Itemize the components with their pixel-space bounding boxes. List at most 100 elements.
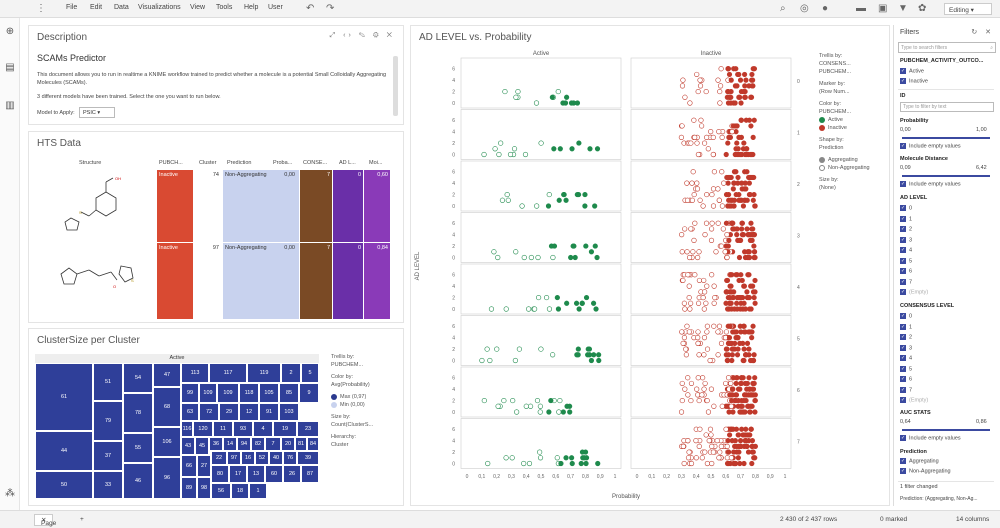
scatter-point[interactable] xyxy=(569,460,575,467)
scatter-point[interactable] xyxy=(748,151,754,158)
consensus-item-3[interactable]: ✓ 3 xyxy=(900,344,913,351)
scatter-point[interactable] xyxy=(560,409,566,415)
treemap-tile[interactable]: 103 xyxy=(279,403,299,421)
treemap-tile[interactable]: 60 xyxy=(265,465,283,483)
scatter-point[interactable] xyxy=(740,88,747,95)
scatter-point[interactable] xyxy=(695,392,701,398)
treemap-tile[interactable]: 82 xyxy=(251,437,265,451)
scatter-point[interactable] xyxy=(592,243,598,249)
scatter-point[interactable] xyxy=(596,352,602,358)
scatter-point[interactable] xyxy=(564,300,570,306)
scatter-point[interactable] xyxy=(526,306,532,312)
scatter-point[interactable] xyxy=(750,226,756,232)
scatter-point[interactable] xyxy=(545,203,552,209)
scatter-point[interactable] xyxy=(704,191,710,198)
scatter-point[interactable] xyxy=(724,232,730,238)
scatter-point[interactable] xyxy=(590,300,597,306)
scatter-point[interactable] xyxy=(725,438,731,444)
scatter-point[interactable] xyxy=(729,129,735,135)
scatter-point[interactable] xyxy=(695,375,701,381)
treemap-tile[interactable]: 39 xyxy=(297,451,319,465)
scatter-point[interactable] xyxy=(727,460,733,467)
scatter-point[interactable] xyxy=(583,460,589,467)
scatter-point[interactable] xyxy=(701,352,707,358)
scatter-point[interactable] xyxy=(555,88,561,95)
scatter-point[interactable] xyxy=(720,226,726,232)
md-include-empty[interactable]: ✓ Include empty values xyxy=(900,181,961,188)
scatter-point[interactable] xyxy=(751,117,757,123)
scatter-point[interactable] xyxy=(697,197,703,203)
scatter-point[interactable] xyxy=(732,329,738,335)
auc-slider[interactable] xyxy=(902,429,990,431)
scatter-point[interactable] xyxy=(703,432,709,438)
scatter-point[interactable] xyxy=(741,346,747,352)
scatter-point[interactable] xyxy=(551,146,557,152)
treemap-tile[interactable]: 118 xyxy=(239,383,259,403)
ad-level-item-6[interactable]: ✓ 6 xyxy=(900,268,913,275)
scatter-point[interactable] xyxy=(726,409,732,415)
scatter-point[interactable] xyxy=(533,100,540,106)
scatter-point[interactable] xyxy=(741,140,747,146)
scatter-point[interactable] xyxy=(509,455,515,461)
scatter-point[interactable] xyxy=(735,397,742,404)
scatter-point[interactable] xyxy=(729,386,736,392)
scatter-point[interactable] xyxy=(751,66,758,72)
analytics-icon[interactable]: ▥ xyxy=(5,100,15,111)
scatter-point[interactable] xyxy=(686,329,692,335)
scatter-point[interactable] xyxy=(715,220,721,226)
scatter-point[interactable] xyxy=(591,352,597,358)
filter-non-aggregating[interactable]: ✓ Non-Aggregating xyxy=(900,468,951,475)
scatter-point[interactable] xyxy=(746,375,752,381)
scatter-point[interactable] xyxy=(752,397,758,404)
scatter-point[interactable] xyxy=(735,180,741,186)
scatter-point[interactable] xyxy=(736,197,742,203)
scatter-point[interactable] xyxy=(537,409,543,415)
ad-level-item-2[interactable]: ✓ 2 xyxy=(900,226,913,233)
scatter-point[interactable] xyxy=(737,340,743,346)
scatter-point[interactable] xyxy=(488,306,495,312)
add-icon[interactable]: ⊕ xyxy=(5,26,15,37)
scatter-point[interactable] xyxy=(742,151,748,158)
treemap-tile[interactable]: 36 xyxy=(209,437,223,451)
scatter-point[interactable] xyxy=(724,357,730,364)
model-select[interactable]: PSIC ▾ xyxy=(79,107,115,118)
scatter-point[interactable] xyxy=(700,294,706,301)
scatter-point[interactable] xyxy=(535,254,541,261)
scatter-point[interactable] xyxy=(507,151,514,158)
treemap-tile[interactable]: 7 xyxy=(265,437,281,451)
scatter-point[interactable] xyxy=(708,432,714,438)
scatter-point[interactable] xyxy=(750,386,757,392)
treemap-tile[interactable]: 16 xyxy=(241,451,255,465)
scatter-point[interactable] xyxy=(738,117,744,123)
description-scrollbar[interactable] xyxy=(393,56,398,116)
treemap-tile[interactable]: 63 xyxy=(181,403,199,421)
scatter-point[interactable] xyxy=(537,455,544,461)
scatter-point[interactable] xyxy=(751,254,757,261)
filter-search-input[interactable]: Type to search filters ⌕ xyxy=(898,42,996,53)
scatter-point[interactable] xyxy=(743,186,749,192)
scatter-point[interactable] xyxy=(692,134,698,140)
treemap-tile[interactable]: 61 xyxy=(35,363,93,431)
scatter-point[interactable] xyxy=(579,449,586,455)
scatter-point[interactable] xyxy=(726,306,732,312)
scatter-point[interactable] xyxy=(737,237,744,243)
scatter-point[interactable] xyxy=(485,460,491,467)
scatter-point[interactable] xyxy=(516,346,522,352)
scatter-point[interactable] xyxy=(727,283,733,289)
scatter-point[interactable] xyxy=(723,426,729,432)
scatter-point[interactable] xyxy=(719,403,725,409)
scatter-point[interactable] xyxy=(696,277,703,284)
scatter-point[interactable] xyxy=(680,77,686,83)
scatter-point[interactable] xyxy=(699,455,705,461)
scatter-point[interactable] xyxy=(692,272,698,278)
scatter-point[interactable] xyxy=(734,306,740,312)
consensus-item-7[interactable]: ✓ 7 xyxy=(900,386,913,393)
scatter-point[interactable] xyxy=(726,237,732,243)
scatter-point[interactable] xyxy=(740,203,747,209)
treemap-tile[interactable]: 98 xyxy=(197,477,211,499)
scatter-point[interactable] xyxy=(716,197,722,203)
scatter-point[interactable] xyxy=(752,409,758,415)
scatter-point[interactable] xyxy=(693,438,699,444)
scatter-point[interactable] xyxy=(582,203,588,209)
scatter-point[interactable] xyxy=(513,94,519,100)
